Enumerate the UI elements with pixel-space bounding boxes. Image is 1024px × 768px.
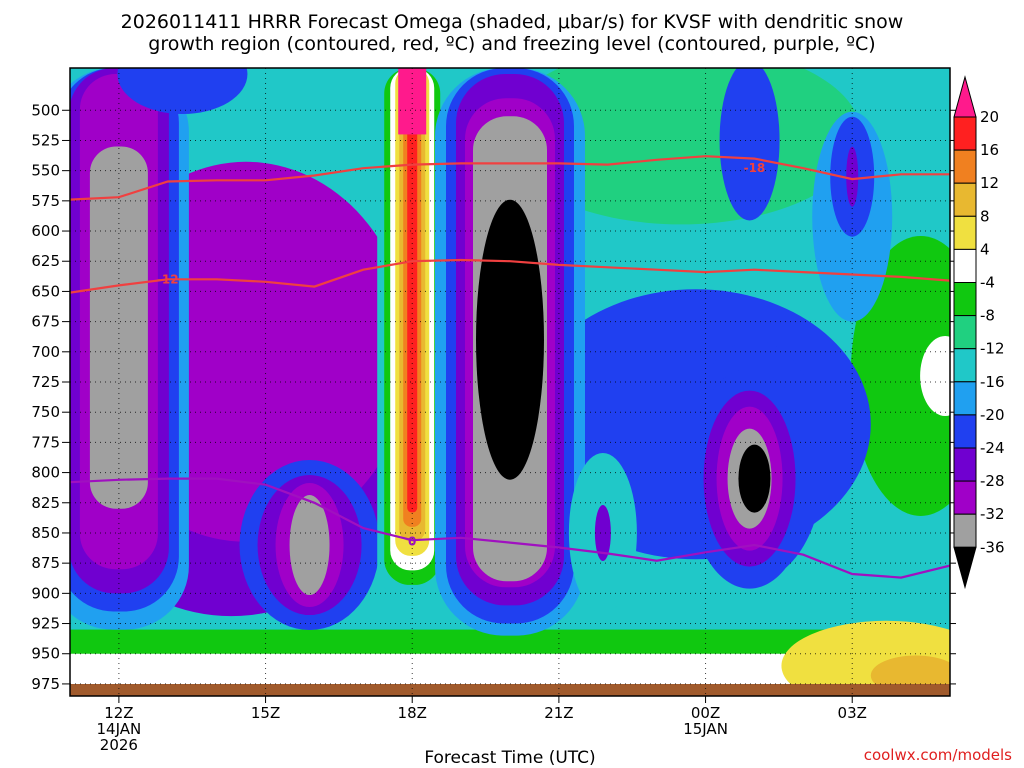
colorbar-segment-7 [953, 348, 977, 383]
colorbar-label-2: 12 [980, 174, 999, 192]
x-tick-label-15-0: 15Z [251, 704, 280, 722]
terrain-strip [70, 684, 950, 696]
omega-12Z-column-band-5 [101, 188, 136, 437]
omega-right-edge-region [850, 236, 950, 516]
x-tick-label-21-0: 21Z [544, 704, 573, 722]
colorbar-segment-5 [953, 282, 977, 317]
x-tick-label-27-0: 03Z [838, 704, 867, 722]
y-tick-label-525: 525 [31, 131, 60, 149]
y-tick-label-800: 800 [31, 464, 60, 482]
x-tick-label-12-2: 2026 [100, 736, 138, 754]
omega-13Z-upper-region [117, 68, 248, 115]
omega-00Z-upper-region [719, 68, 780, 221]
y-tick-label-925: 925 [31, 615, 60, 633]
x-tick-label-24-0: 00Z [691, 704, 720, 722]
omega-18Z-updraft-band-6 [407, 68, 418, 513]
colorbar-legend: 20 16 12 8 4 -4 -8 -12 -16 -20 -24 -28 -32 -36 [953, 75, 1005, 590]
colorbar-label-7: -12 [980, 340, 1005, 358]
plot-area: -18 -12 0 [69, 67, 951, 697]
colorbar-label-0: 20 [980, 108, 999, 126]
colorbar-segment-6 [953, 315, 977, 350]
y-tick-label-900: 900 [31, 584, 60, 602]
y-tick-label-550: 550 [31, 162, 60, 180]
omega-right-edge-core [920, 335, 950, 416]
y-tick-label-975: 975 [31, 675, 60, 693]
colorbar-label-5: -4 [980, 274, 995, 292]
colorbar-segment-8 [953, 381, 977, 416]
y-tick-label-950: 950 [31, 645, 60, 663]
colorbar-segment-0 [953, 116, 977, 151]
y-axis-pressure-ticks: 500 525 550 575 600 625 650 675 700 725 750 775 800 8… [31, 101, 956, 693]
x-tick-label-12-0: 12Z [104, 704, 133, 722]
grid-lines [70, 68, 950, 696]
colorbar-top-arrow [953, 75, 977, 118]
y-tick-label-875: 875 [31, 554, 60, 572]
colorbar-label-10: -24 [980, 439, 1005, 457]
y-tick-label-750: 750 [31, 403, 60, 421]
omega-16Z-cell-band-3 [289, 495, 330, 596]
contour-lines: -18 -12 0 [70, 155, 950, 579]
contour-line--12 [70, 258, 950, 294]
contour-label--18: -18 [744, 161, 766, 175]
omega-20Z-core [476, 199, 544, 480]
colorbar-label-3: 8 [980, 207, 990, 225]
x-axis-title: Forecast Time (UTC) [424, 748, 595, 768]
colorbar-segment-10 [953, 447, 977, 482]
colorbar-segment-1 [953, 149, 977, 184]
colorbar-label-13: -36 [980, 538, 1005, 556]
y-tick-label-625: 625 [31, 252, 60, 270]
credit-link[interactable]: coolwx.com/models [864, 746, 1012, 764]
y-tick-label-700: 700 [31, 343, 60, 361]
colorbar-segment-2 [953, 182, 977, 217]
y-tick-label-725: 725 [31, 373, 60, 391]
colorbar-label-6: -8 [980, 307, 995, 325]
colorbar-segment-9 [953, 414, 977, 449]
contour-label-0: 0 [408, 534, 416, 548]
contour-line-0 [70, 477, 950, 579]
colorbar-segment-3 [953, 215, 977, 250]
colorbar-label-8: -16 [980, 373, 1005, 391]
colorbar-label-4: 4 [980, 240, 990, 258]
y-tick-label-500: 500 [31, 101, 60, 119]
omega-22Z-cell-band-2 [594, 504, 611, 561]
colorbar-segment-11 [953, 480, 977, 515]
omega-shading [70, 68, 950, 696]
colorbar-label-9: -20 [980, 406, 1005, 424]
omega-01Z-core [738, 444, 771, 513]
y-tick-label-650: 650 [31, 282, 60, 300]
x-tick-label-24-1: 15JAN [683, 720, 728, 738]
y-tick-label-600: 600 [31, 222, 60, 240]
y-tick-label-775: 775 [31, 433, 60, 451]
y-tick-label-825: 825 [31, 494, 60, 512]
colorbar-label-11: -28 [980, 472, 1005, 490]
colorbar-segment-4 [953, 248, 977, 283]
colorbar-segment-12 [953, 513, 977, 548]
y-tick-label-575: 575 [31, 192, 60, 210]
x-tick-label-12-1: 14JAN [97, 720, 142, 738]
y-tick-label-675: 675 [31, 313, 60, 331]
y-tick-label-850: 850 [31, 524, 60, 542]
colorbar-bottom-arrow [953, 546, 977, 590]
omega-03Z-column-band-2 [846, 146, 859, 207]
contour-line--18 [70, 155, 950, 201]
colorbar-label-1: 16 [980, 141, 999, 159]
chart-title-line-1: 2026011411 HRRR Forecast Omega (shaded, … [121, 11, 904, 33]
contour-label--12: -12 [157, 272, 179, 286]
x-tick-label-18-0: 18Z [398, 704, 427, 722]
omega-18Z-updraft-top [398, 68, 427, 135]
colorbar-label-12: -32 [980, 505, 1005, 523]
chart-title-line-2: growth region (contoured, red, ºC) and f… [148, 33, 875, 55]
